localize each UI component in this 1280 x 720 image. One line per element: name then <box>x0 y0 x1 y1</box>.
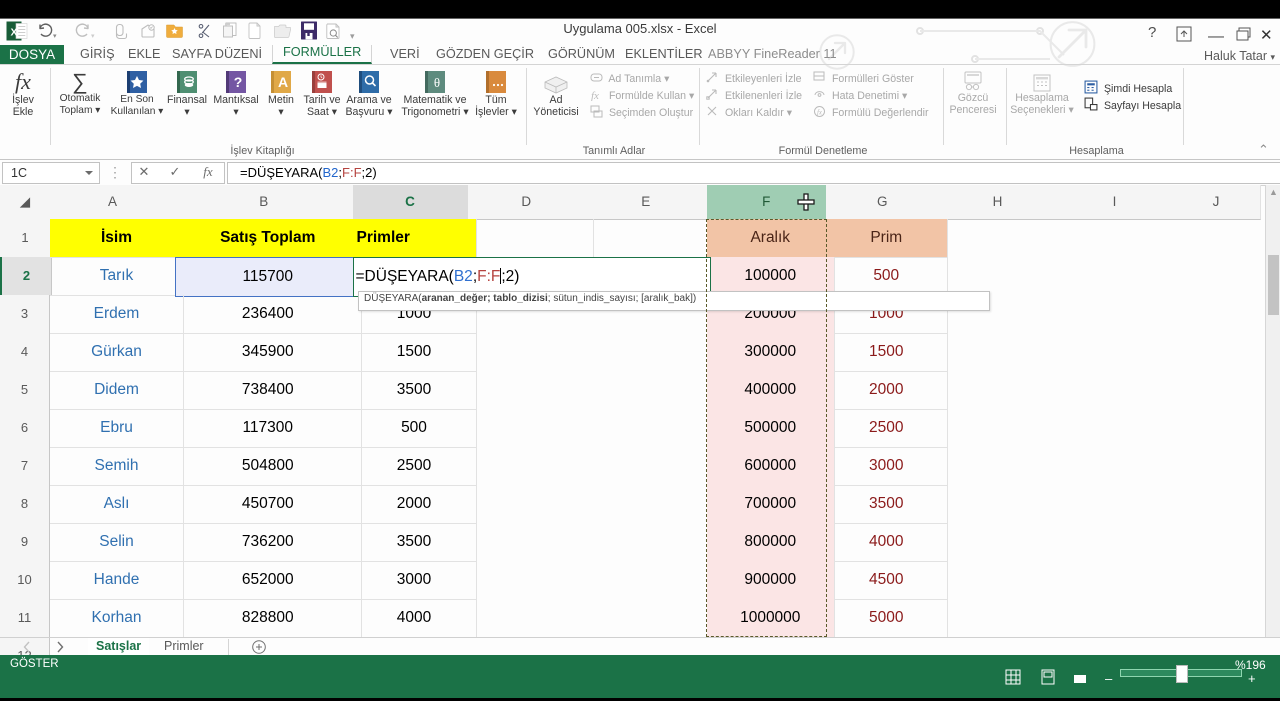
svg-text:fx: fx <box>817 109 823 117</box>
svg-text:θ: θ <box>434 75 440 90</box>
svg-text:A: A <box>278 74 288 90</box>
svg-text:fx: fx <box>591 90 599 101</box>
svg-text:?: ? <box>234 74 243 90</box>
